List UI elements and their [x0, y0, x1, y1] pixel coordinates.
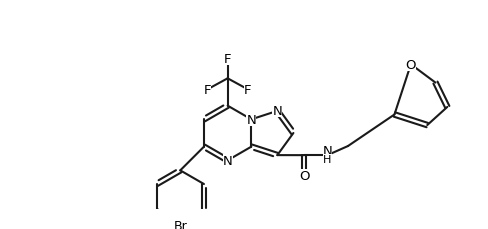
Text: F: F — [203, 83, 211, 96]
Text: O: O — [405, 59, 415, 71]
Text: N: N — [246, 113, 256, 126]
Text: Br: Br — [173, 219, 187, 229]
Text: N: N — [322, 144, 332, 157]
Text: H: H — [323, 149, 331, 162]
Text: F: F — [224, 52, 231, 65]
Text: F: F — [244, 83, 251, 96]
Text: N: N — [272, 105, 282, 118]
Text: H: H — [323, 154, 331, 164]
Text: O: O — [298, 169, 309, 182]
Text: N: N — [223, 154, 232, 167]
